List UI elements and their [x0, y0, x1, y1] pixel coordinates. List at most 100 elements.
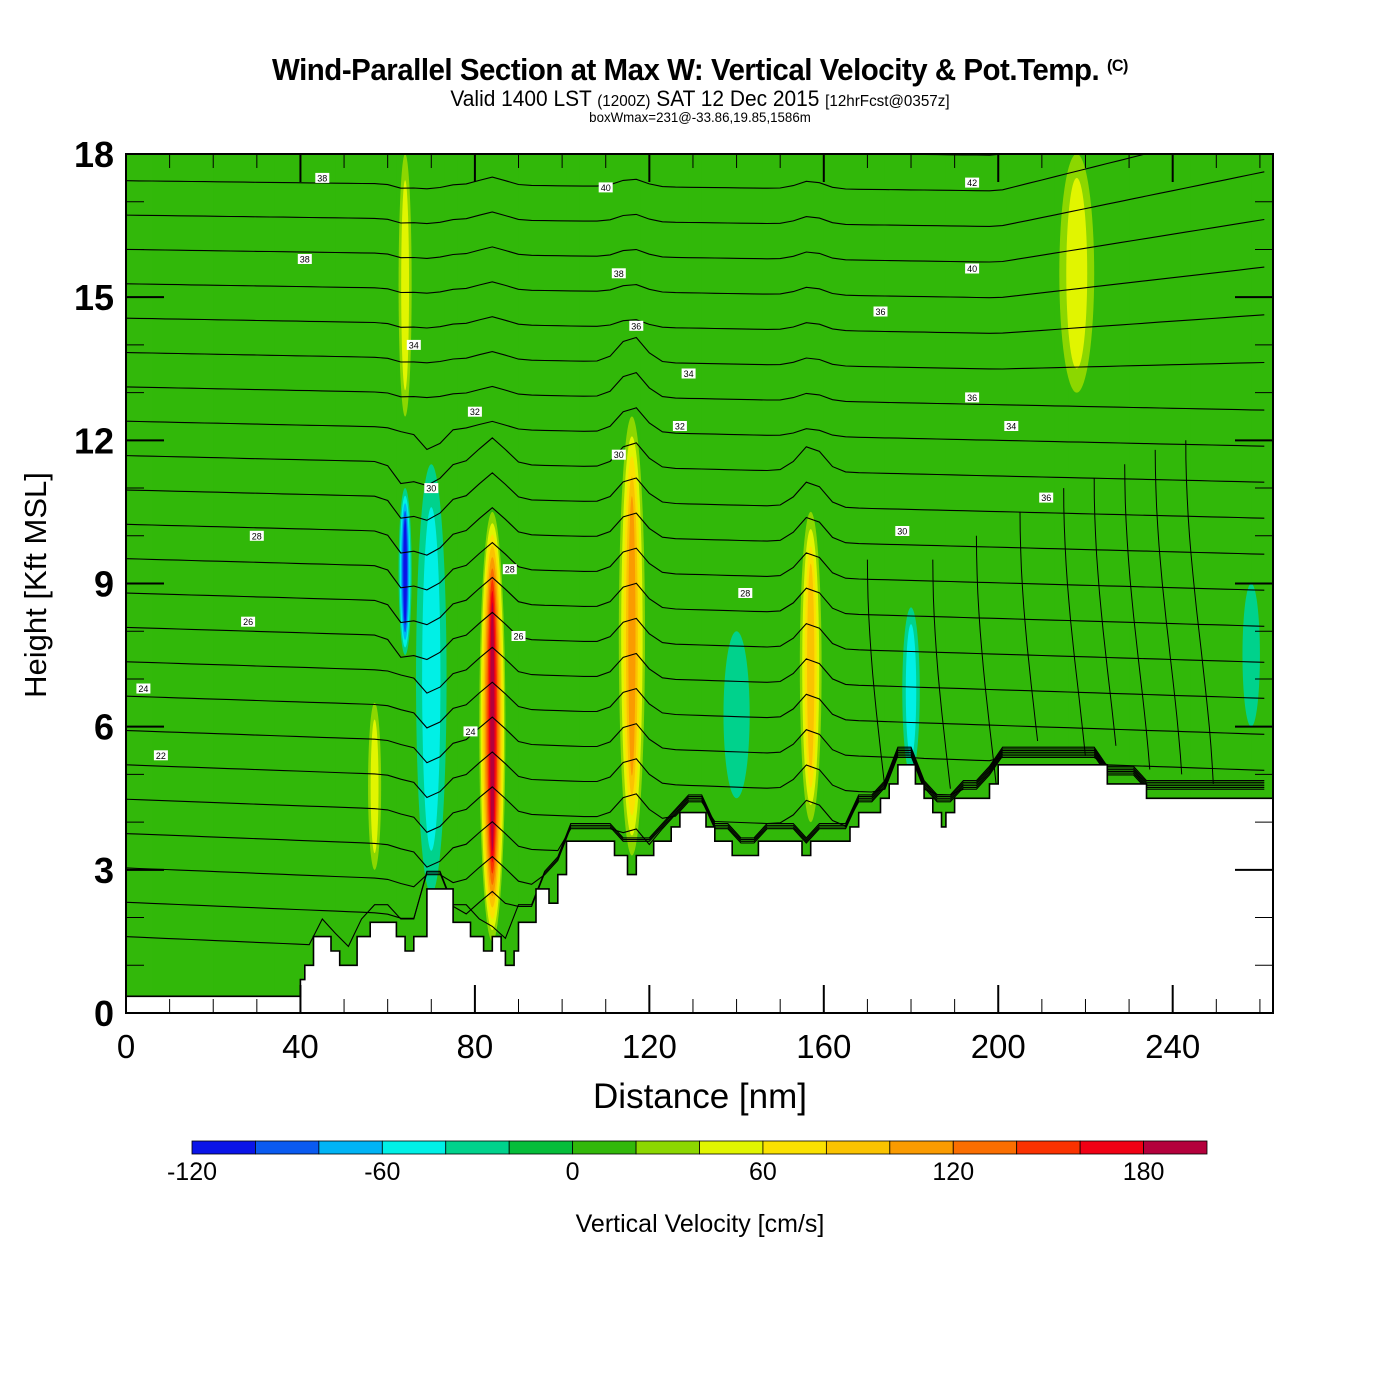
contour-label-box: [1039, 492, 1054, 503]
contour-label-text: 28: [505, 565, 515, 575]
contour-label: 30: [424, 483, 439, 494]
theta-contour-line: [126, 746, 1265, 948]
contour-label-box: [611, 268, 626, 279]
colorbar-tick-label: -60: [364, 1158, 400, 1186]
contour-label-box: [965, 263, 980, 274]
w-feature: [807, 563, 815, 771]
w-feature: [1242, 583, 1260, 727]
contour-label-text: 22: [156, 751, 166, 761]
contour-label-text: 36: [1041, 493, 1051, 503]
theta-contour-line: [126, 750, 1265, 888]
forecast-info: [12hrFcst@0357z]: [825, 93, 950, 110]
contour-label-box: [672, 421, 687, 431]
contour-label-box: [873, 306, 888, 317]
contour-label-box: [467, 406, 482, 417]
theta-contour-line: [400, 154, 1005, 156]
theta-contour-line: [126, 407, 1265, 451]
contour-label: 42: [965, 177, 980, 188]
colorbar-swatch: [381, 1140, 447, 1155]
theta-contour-line: [1185, 440, 1214, 784]
colorbar-label: Vertical Velocity [cm/s]: [576, 1210, 825, 1238]
contour-label-text: 28: [740, 589, 750, 599]
contour-label: 26: [511, 631, 526, 642]
valid-time: Valid 1400 LST (1200Z) SAT 12 Dec 2015 […: [35, 86, 1365, 112]
y-tick-label: 0: [94, 993, 114, 1034]
theta-contour-line: [126, 748, 1265, 919]
contour-label-text: 38: [317, 173, 327, 183]
contour-label-text: 24: [465, 727, 475, 737]
contour-label: 38: [611, 268, 626, 279]
theta-contour-line: [126, 472, 1265, 521]
colorbar-swatch: [191, 1140, 256, 1155]
colorbar-swatch: [1079, 1140, 1144, 1155]
contour-label: 30: [895, 526, 910, 537]
contour-label-text: 32: [470, 407, 480, 417]
y-tick-label: 3: [94, 850, 114, 891]
valid-date: SAT 12 Dec 2015: [656, 86, 820, 111]
colorbar-swatch: [1016, 1140, 1081, 1155]
contour-label-text: 38: [300, 255, 310, 265]
contour-label: 36: [1039, 492, 1054, 503]
contour-label-text: 32: [675, 422, 685, 432]
y-tick-label: 15: [74, 277, 114, 318]
valid-prefix: Valid 1400 LST: [450, 86, 592, 111]
contour-label: 36: [873, 306, 888, 317]
theta-contour-line: [126, 576, 1265, 627]
theta-contour-line: [1093, 478, 1117, 746]
w-feature: [370, 719, 379, 854]
contour-label: 34: [406, 339, 421, 350]
contour-label: 28: [249, 530, 264, 541]
x-tick-label: 120: [622, 1028, 677, 1065]
x-axis-label: Distance [nm]: [593, 1077, 807, 1116]
colorbar-swatch: [572, 1140, 637, 1155]
contour-label-text: 36: [631, 321, 641, 331]
x-tick-label: 80: [457, 1028, 494, 1065]
theta-contours: [126, 154, 1265, 948]
x-tick-labels: 0 40 80 120 160 200 240: [117, 1028, 1200, 1065]
theta-contour-line: [126, 646, 1265, 699]
colorbar-swatch: [762, 1140, 827, 1155]
colorbar: -120 -60 0 60 120 180: [167, 1140, 1208, 1186]
contour-label: 22: [153, 750, 168, 761]
y-tick-label: 6: [94, 707, 114, 748]
contour-label-box: [241, 616, 256, 627]
terrain: [125, 764, 1274, 1014]
valid-utc: (1200Z): [597, 93, 651, 110]
w-feature: [1066, 177, 1088, 369]
contour-label-box: [598, 182, 613, 193]
chart-subtitle: boxWmax=231@-33.86,19.85,1586m: [589, 109, 811, 125]
y-tick-label: 12: [74, 420, 114, 461]
theta-contour-labels: 22 24 26 28 28 24 26 28 30 30 30 32 32 34 34 34 36 36 36 36…: [136, 172, 1054, 761]
colorbar-swatch: [1143, 1140, 1208, 1155]
contour-label: 40: [965, 263, 980, 274]
contour-label-box: [681, 368, 696, 379]
contour-label-box: [136, 683, 151, 694]
colorbar-tick-label: 0: [566, 1158, 580, 1186]
contour-label: 34: [1004, 421, 1019, 432]
contour-label-box: [249, 530, 264, 541]
theta-contour-line: [1154, 449, 1183, 775]
colorbar-tick-label: 180: [1123, 1158, 1165, 1186]
x-tick-label: 40: [282, 1028, 319, 1065]
contour-label-box: [511, 631, 526, 641]
contour-label-box: [1004, 421, 1019, 431]
contour-label-box: [153, 750, 168, 761]
axis-ticks: [125, 153, 1273, 1014]
colorbar-swatch: [952, 1140, 1018, 1155]
copyright-mark: (C): [1106, 56, 1128, 75]
contour-label: 26: [241, 616, 256, 627]
contour-label: 38: [297, 254, 312, 265]
contour-label-box: [502, 564, 517, 575]
contour-label-text: 30: [614, 450, 624, 460]
theta-contour-line: [932, 559, 951, 789]
colorbar-swatch: [318, 1140, 383, 1155]
theta-contour-line: [1019, 511, 1039, 742]
theta-contour-line: [126, 753, 1265, 833]
contour-label: 32: [467, 406, 482, 417]
contour-label-box: [463, 726, 478, 737]
theta-contour-line: [1063, 488, 1086, 756]
colorbar-swatch: [445, 1140, 510, 1155]
w-feature: [490, 602, 495, 851]
contour-label-text: 34: [1006, 422, 1016, 432]
contour-label: 28: [738, 588, 753, 599]
